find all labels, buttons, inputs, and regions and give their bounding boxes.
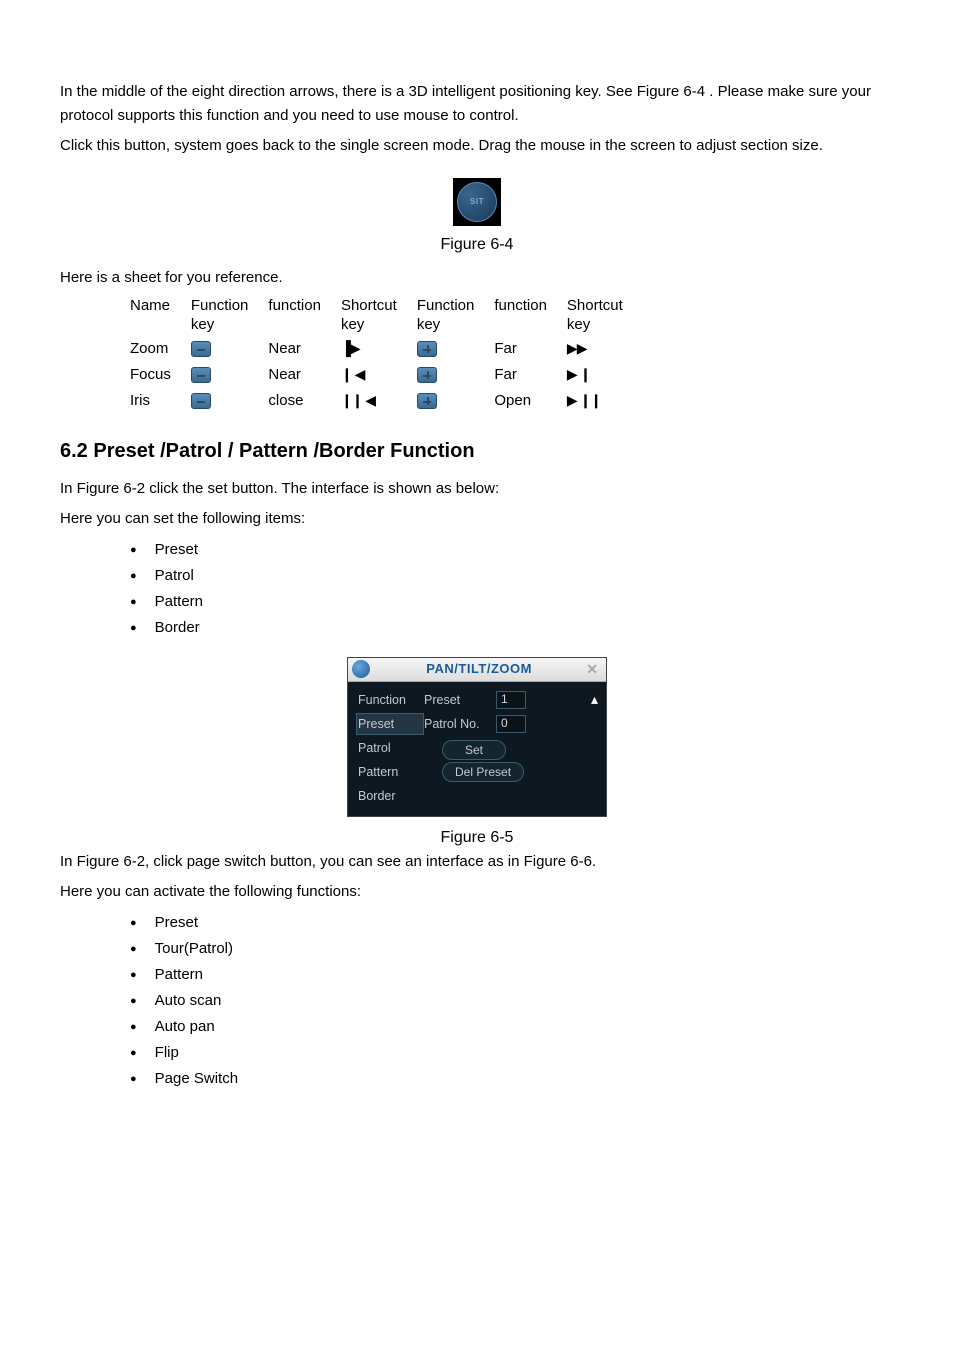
sidebar-item-patrol[interactable]: Patrol — [356, 738, 424, 758]
list-item: Border — [130, 615, 894, 641]
minus-icon[interactable] — [191, 393, 211, 409]
list-item: Pattern — [130, 962, 894, 988]
list-item: Auto scan — [130, 988, 894, 1014]
paragraph-2: Click this button, system goes back to t… — [60, 134, 894, 158]
cursor-icon: ▴ — [591, 688, 598, 710]
close-icon[interactable]: ✕ — [582, 658, 602, 680]
sidebar-item-pattern[interactable]: Pattern — [356, 762, 424, 782]
paragraph-5: In Figure 6-2, click page switch button,… — [60, 850, 894, 874]
table-row: Focus Near ❙ ◀ Far ▶ ❙ — [130, 363, 643, 389]
list-item: Preset — [130, 537, 894, 563]
row-name: Zoom — [130, 337, 191, 363]
col-function-1: function — [268, 296, 341, 337]
row-func1: Near — [268, 363, 341, 389]
shortcut-icon: ▶ ❙❙ — [567, 392, 601, 408]
paragraph-1: In the middle of the eight direction arr… — [60, 80, 894, 128]
row-func2: Far — [494, 337, 567, 363]
col-shortcut-1: Shortcutkey — [341, 296, 417, 337]
list-item: Preset — [130, 910, 894, 936]
paragraph-6: Here you can activate the following func… — [60, 880, 894, 904]
sidebar-item-preset[interactable]: Preset — [356, 713, 424, 735]
sidebar-item-function[interactable]: Function — [356, 690, 424, 710]
sit-button[interactable]: SIT — [453, 178, 501, 226]
ptz-titlebar: PAN/TILT/ZOOM ✕ — [348, 658, 606, 682]
col-function-key-2: Functionkey — [417, 296, 495, 337]
list-item: Pattern — [130, 589, 894, 615]
ptz-title: PAN/TILT/ZOOM — [376, 659, 582, 680]
plus-icon[interactable] — [417, 341, 437, 357]
plus-icon[interactable] — [417, 393, 437, 409]
figure-6-5-caption: Figure 6-5 — [60, 825, 894, 851]
set-button[interactable]: Set — [442, 740, 506, 760]
table-row: Iris close ❙❙ ◀ Open ▶ ❙❙ — [130, 389, 643, 415]
row-func1: close — [268, 389, 341, 415]
del-preset-button[interactable]: Del Preset — [442, 762, 524, 782]
settings-list: Preset Patrol Pattern Border — [130, 537, 894, 641]
list-item: Page Switch — [130, 1066, 894, 1092]
row-name: Iris — [130, 389, 191, 415]
plus-icon[interactable] — [417, 367, 437, 383]
table-header-row: Name Functionkey function Shortcutkey Fu… — [130, 296, 643, 337]
list-item: Flip — [130, 1040, 894, 1066]
col-function-2: function — [494, 296, 567, 337]
row-func2: Far — [494, 363, 567, 389]
col-shortcut-2: Shortcutkey — [567, 296, 643, 337]
list-item: Auto pan — [130, 1014, 894, 1040]
shortcut-icon: ▐▶ — [341, 340, 360, 356]
sit-button-label: SIT — [457, 182, 497, 222]
col-name: Name — [130, 296, 191, 337]
minus-icon[interactable] — [191, 367, 211, 383]
figure-6-4-caption: Figure 6-4 — [60, 232, 894, 258]
reference-table: Name Functionkey function Shortcutkey Fu… — [130, 296, 643, 415]
shortcut-icon: ▶ ❙ — [567, 366, 590, 382]
sidebar-item-border[interactable]: Border — [356, 786, 424, 806]
table-row: Zoom Near ▐▶ Far ▶▶ — [130, 337, 643, 363]
row-func2: Open — [494, 389, 567, 415]
shortcut-icon: ❙❙ ◀ — [341, 392, 375, 408]
reference-intro: Here is a sheet for you reference. — [60, 266, 894, 290]
activate-list: Preset Tour(Patrol) Pattern Auto scan Au… — [130, 910, 894, 1092]
figure-6-4-block: SIT Figure 6-4 — [60, 178, 894, 258]
col-function-key-1: Functionkey — [191, 296, 269, 337]
list-item: Patrol — [130, 563, 894, 589]
shortcut-icon: ❙ ◀ — [341, 366, 364, 382]
section-heading: 6.2 Preset /Patrol / Pattern /Border Fun… — [60, 435, 894, 467]
ptz-logo-icon — [352, 660, 370, 678]
paragraph-4: Here you can set the following items: — [60, 507, 894, 531]
row-name: Focus — [130, 363, 191, 389]
paragraph-3: In Figure 6-2 click the set button. The … — [60, 477, 894, 501]
patrol-no-input[interactable]: 0 — [496, 715, 526, 733]
minus-icon[interactable] — [191, 341, 211, 357]
ptz-dialog: PAN/TILT/ZOOM ✕ ▴ Function Preset 1 Pres… — [347, 657, 607, 817]
preset-label: Preset — [424, 690, 496, 710]
row-func1: Near — [268, 337, 341, 363]
patrol-no-label: Patrol No. — [424, 714, 496, 734]
preset-input[interactable]: 1 — [496, 691, 526, 709]
shortcut-icon: ▶▶ — [567, 340, 587, 356]
list-item: Tour(Patrol) — [130, 936, 894, 962]
ptz-body: ▴ Function Preset 1 Preset Patrol No. 0 … — [348, 682, 606, 816]
